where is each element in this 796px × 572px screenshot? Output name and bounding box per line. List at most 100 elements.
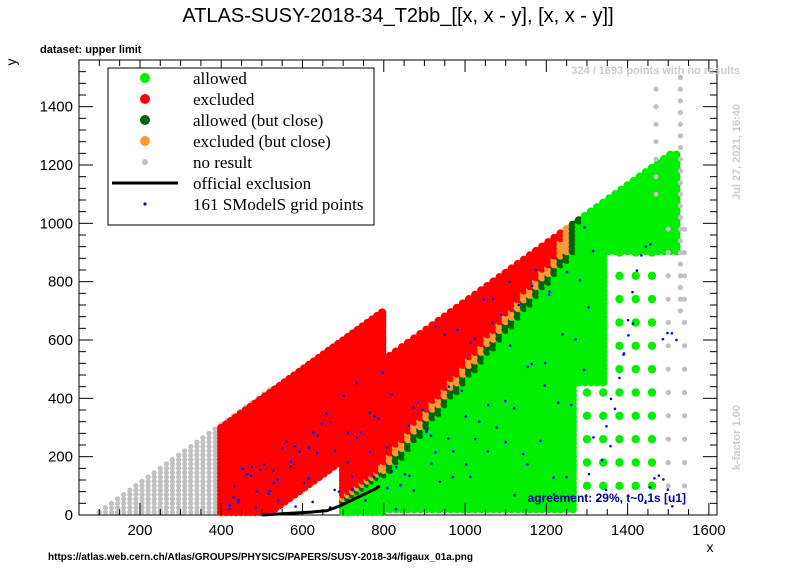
smodels-grid-point — [434, 325, 438, 328]
smodels-grid-point — [289, 460, 293, 463]
point-no-result — [200, 487, 206, 493]
point-no-result — [206, 478, 212, 485]
point-no-result — [677, 74, 684, 81]
point-allowed — [672, 150, 681, 159]
y-tick-label: 0 — [65, 507, 73, 524]
smodels-grid-point — [425, 429, 429, 432]
point-no-result — [200, 435, 206, 441]
point-no-result — [182, 478, 188, 485]
official-exclusion-line — [261, 484, 381, 517]
point-no-result — [194, 487, 200, 493]
point-no-result — [206, 487, 212, 493]
point-allowed — [615, 294, 624, 304]
smodels-grid-point — [648, 485, 652, 489]
point-no-result — [206, 496, 212, 502]
smodels-grid-point — [517, 303, 520, 307]
point-no-result — [206, 505, 212, 511]
point-allowed — [599, 224, 608, 234]
point-no-result — [681, 226, 688, 232]
point-no-result — [206, 461, 212, 467]
smodels-grid-point — [653, 476, 656, 480]
smodels-grid-point — [670, 504, 674, 508]
smodels-grid-point — [333, 449, 337, 453]
point-no-result — [212, 474, 218, 480]
smodels-grid-point — [543, 384, 546, 387]
point-no-result — [139, 491, 145, 498]
point-excluded — [458, 299, 468, 308]
smodels-grid-point — [412, 489, 416, 492]
smodels-grid-point — [271, 469, 275, 472]
y-tick-label: 200 — [48, 449, 73, 466]
smodels-grid-point — [662, 478, 665, 481]
point-no-result — [175, 478, 182, 485]
point-no-result — [677, 261, 684, 267]
point-no-result — [681, 273, 688, 279]
smodels-grid-point — [346, 431, 350, 435]
smodels-grid-point — [307, 446, 310, 450]
point-no-result — [121, 491, 127, 498]
legend-entry: no result — [142, 153, 252, 172]
point-allowed — [582, 294, 592, 304]
point-no-result — [200, 443, 206, 450]
smodels-grid-point — [373, 415, 376, 418]
point-excluded — [416, 329, 425, 339]
point-no-result — [133, 500, 139, 506]
point-no-result — [212, 439, 218, 445]
legend-entry: official exclusion — [112, 174, 312, 193]
smodels-grid-point — [408, 474, 411, 478]
point-no-result — [157, 483, 163, 489]
smodels-grid-point — [421, 408, 424, 412]
point-no-result — [163, 470, 169, 476]
point-allowed — [582, 341, 592, 351]
smodels-grid-point — [530, 362, 533, 366]
footer-url[interactable]: https://atlas.web.cern.ch/Atlas/GROUPS/P… — [48, 552, 473, 563]
smodels-grid-point — [565, 270, 569, 274]
smodels-grid-point — [525, 462, 529, 466]
point-no-result — [677, 98, 684, 104]
point-no-result — [681, 366, 688, 372]
point-no-result — [151, 491, 157, 498]
y-tick-label: 800 — [48, 274, 73, 291]
point-excluded — [538, 242, 547, 251]
smodels-grid-point — [337, 490, 341, 493]
point-allowed — [647, 364, 657, 374]
point-excluded — [550, 233, 559, 243]
point-no-result — [182, 487, 188, 493]
smodels-grid-point — [311, 430, 315, 434]
point-no-result — [175, 491, 182, 498]
smodels-grid-point — [526, 365, 529, 369]
point-no-result — [175, 461, 182, 467]
smodels-grid-point — [329, 421, 332, 424]
smodels-grid-point — [605, 425, 608, 428]
point-no-result — [157, 465, 163, 471]
point-allowed — [582, 318, 592, 327]
point-excluded — [471, 290, 480, 299]
point-allowed — [647, 163, 657, 173]
point-no-result — [188, 483, 194, 489]
point-no-result — [182, 474, 188, 480]
point-allowed — [615, 434, 624, 444]
point-no-result — [200, 500, 206, 506]
point-no-result — [194, 500, 200, 506]
point-no-result — [653, 86, 659, 92]
smodels-grid-point — [666, 331, 669, 335]
point-allowed — [647, 411, 657, 421]
point-no-result — [169, 509, 176, 515]
point-allowed — [582, 411, 592, 421]
point-allowed — [599, 341, 608, 351]
point-no-result — [681, 249, 688, 256]
point-allowed — [615, 341, 624, 351]
point-no-result — [133, 483, 139, 489]
point-no-result — [665, 319, 671, 326]
x-tick-label: 600 — [290, 522, 315, 539]
point-no-result — [665, 273, 671, 279]
point-no-result — [206, 491, 212, 498]
point-no-result — [133, 491, 139, 498]
smodels-grid-point — [512, 406, 516, 410]
legend-label: official exclusion — [193, 174, 312, 193]
point-allowed — [647, 388, 657, 397]
point-no-result — [169, 487, 176, 493]
point-excluded — [556, 229, 565, 238]
smodels-grid-point — [438, 480, 442, 484]
smodels-grid-point — [416, 401, 420, 404]
